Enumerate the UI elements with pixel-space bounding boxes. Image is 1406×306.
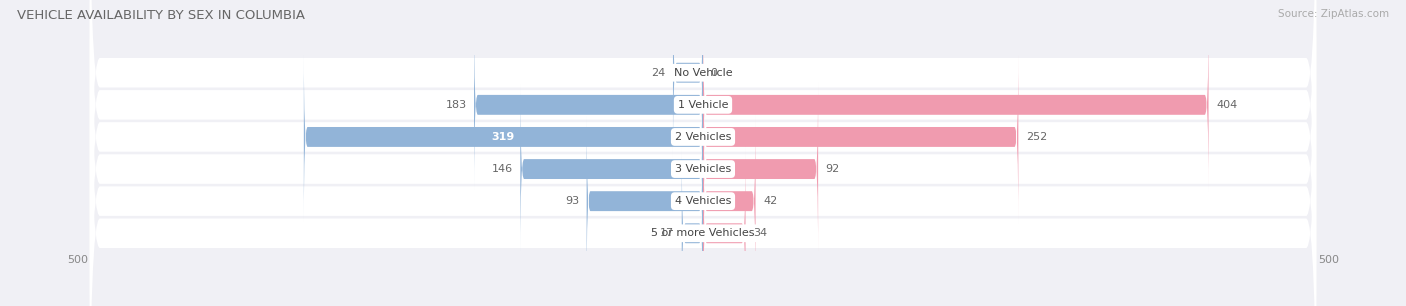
FancyBboxPatch shape (474, 18, 703, 191)
Text: VEHICLE AVAILABILITY BY SEX IN COLUMBIA: VEHICLE AVAILABILITY BY SEX IN COLUMBIA (17, 9, 305, 22)
FancyBboxPatch shape (90, 0, 1316, 306)
Text: No Vehicle: No Vehicle (673, 68, 733, 78)
Text: 252: 252 (1026, 132, 1047, 142)
FancyBboxPatch shape (673, 0, 703, 159)
Text: Source: ZipAtlas.com: Source: ZipAtlas.com (1278, 9, 1389, 19)
Text: 24: 24 (651, 68, 665, 78)
Text: 1 Vehicle: 1 Vehicle (678, 100, 728, 110)
FancyBboxPatch shape (703, 83, 818, 256)
FancyBboxPatch shape (90, 0, 1316, 306)
FancyBboxPatch shape (304, 50, 703, 223)
FancyBboxPatch shape (703, 50, 1018, 223)
Text: 17: 17 (659, 228, 675, 238)
FancyBboxPatch shape (90, 0, 1316, 306)
Text: 5 or more Vehicles: 5 or more Vehicles (651, 228, 755, 238)
Text: 42: 42 (763, 196, 778, 206)
Text: 183: 183 (446, 100, 467, 110)
FancyBboxPatch shape (90, 0, 1316, 306)
Text: 319: 319 (492, 132, 515, 142)
FancyBboxPatch shape (703, 115, 755, 288)
FancyBboxPatch shape (682, 147, 703, 306)
Text: 3 Vehicles: 3 Vehicles (675, 164, 731, 174)
FancyBboxPatch shape (586, 115, 703, 288)
Text: 34: 34 (754, 228, 768, 238)
Text: 404: 404 (1216, 100, 1237, 110)
Text: 92: 92 (825, 164, 839, 174)
Text: 2 Vehicles: 2 Vehicles (675, 132, 731, 142)
FancyBboxPatch shape (520, 83, 703, 256)
Text: 93: 93 (565, 196, 579, 206)
FancyBboxPatch shape (90, 0, 1316, 306)
FancyBboxPatch shape (90, 0, 1316, 306)
Text: 0: 0 (710, 68, 717, 78)
Text: 4 Vehicles: 4 Vehicles (675, 196, 731, 206)
FancyBboxPatch shape (703, 18, 1209, 191)
Text: 146: 146 (492, 164, 513, 174)
FancyBboxPatch shape (703, 147, 745, 306)
